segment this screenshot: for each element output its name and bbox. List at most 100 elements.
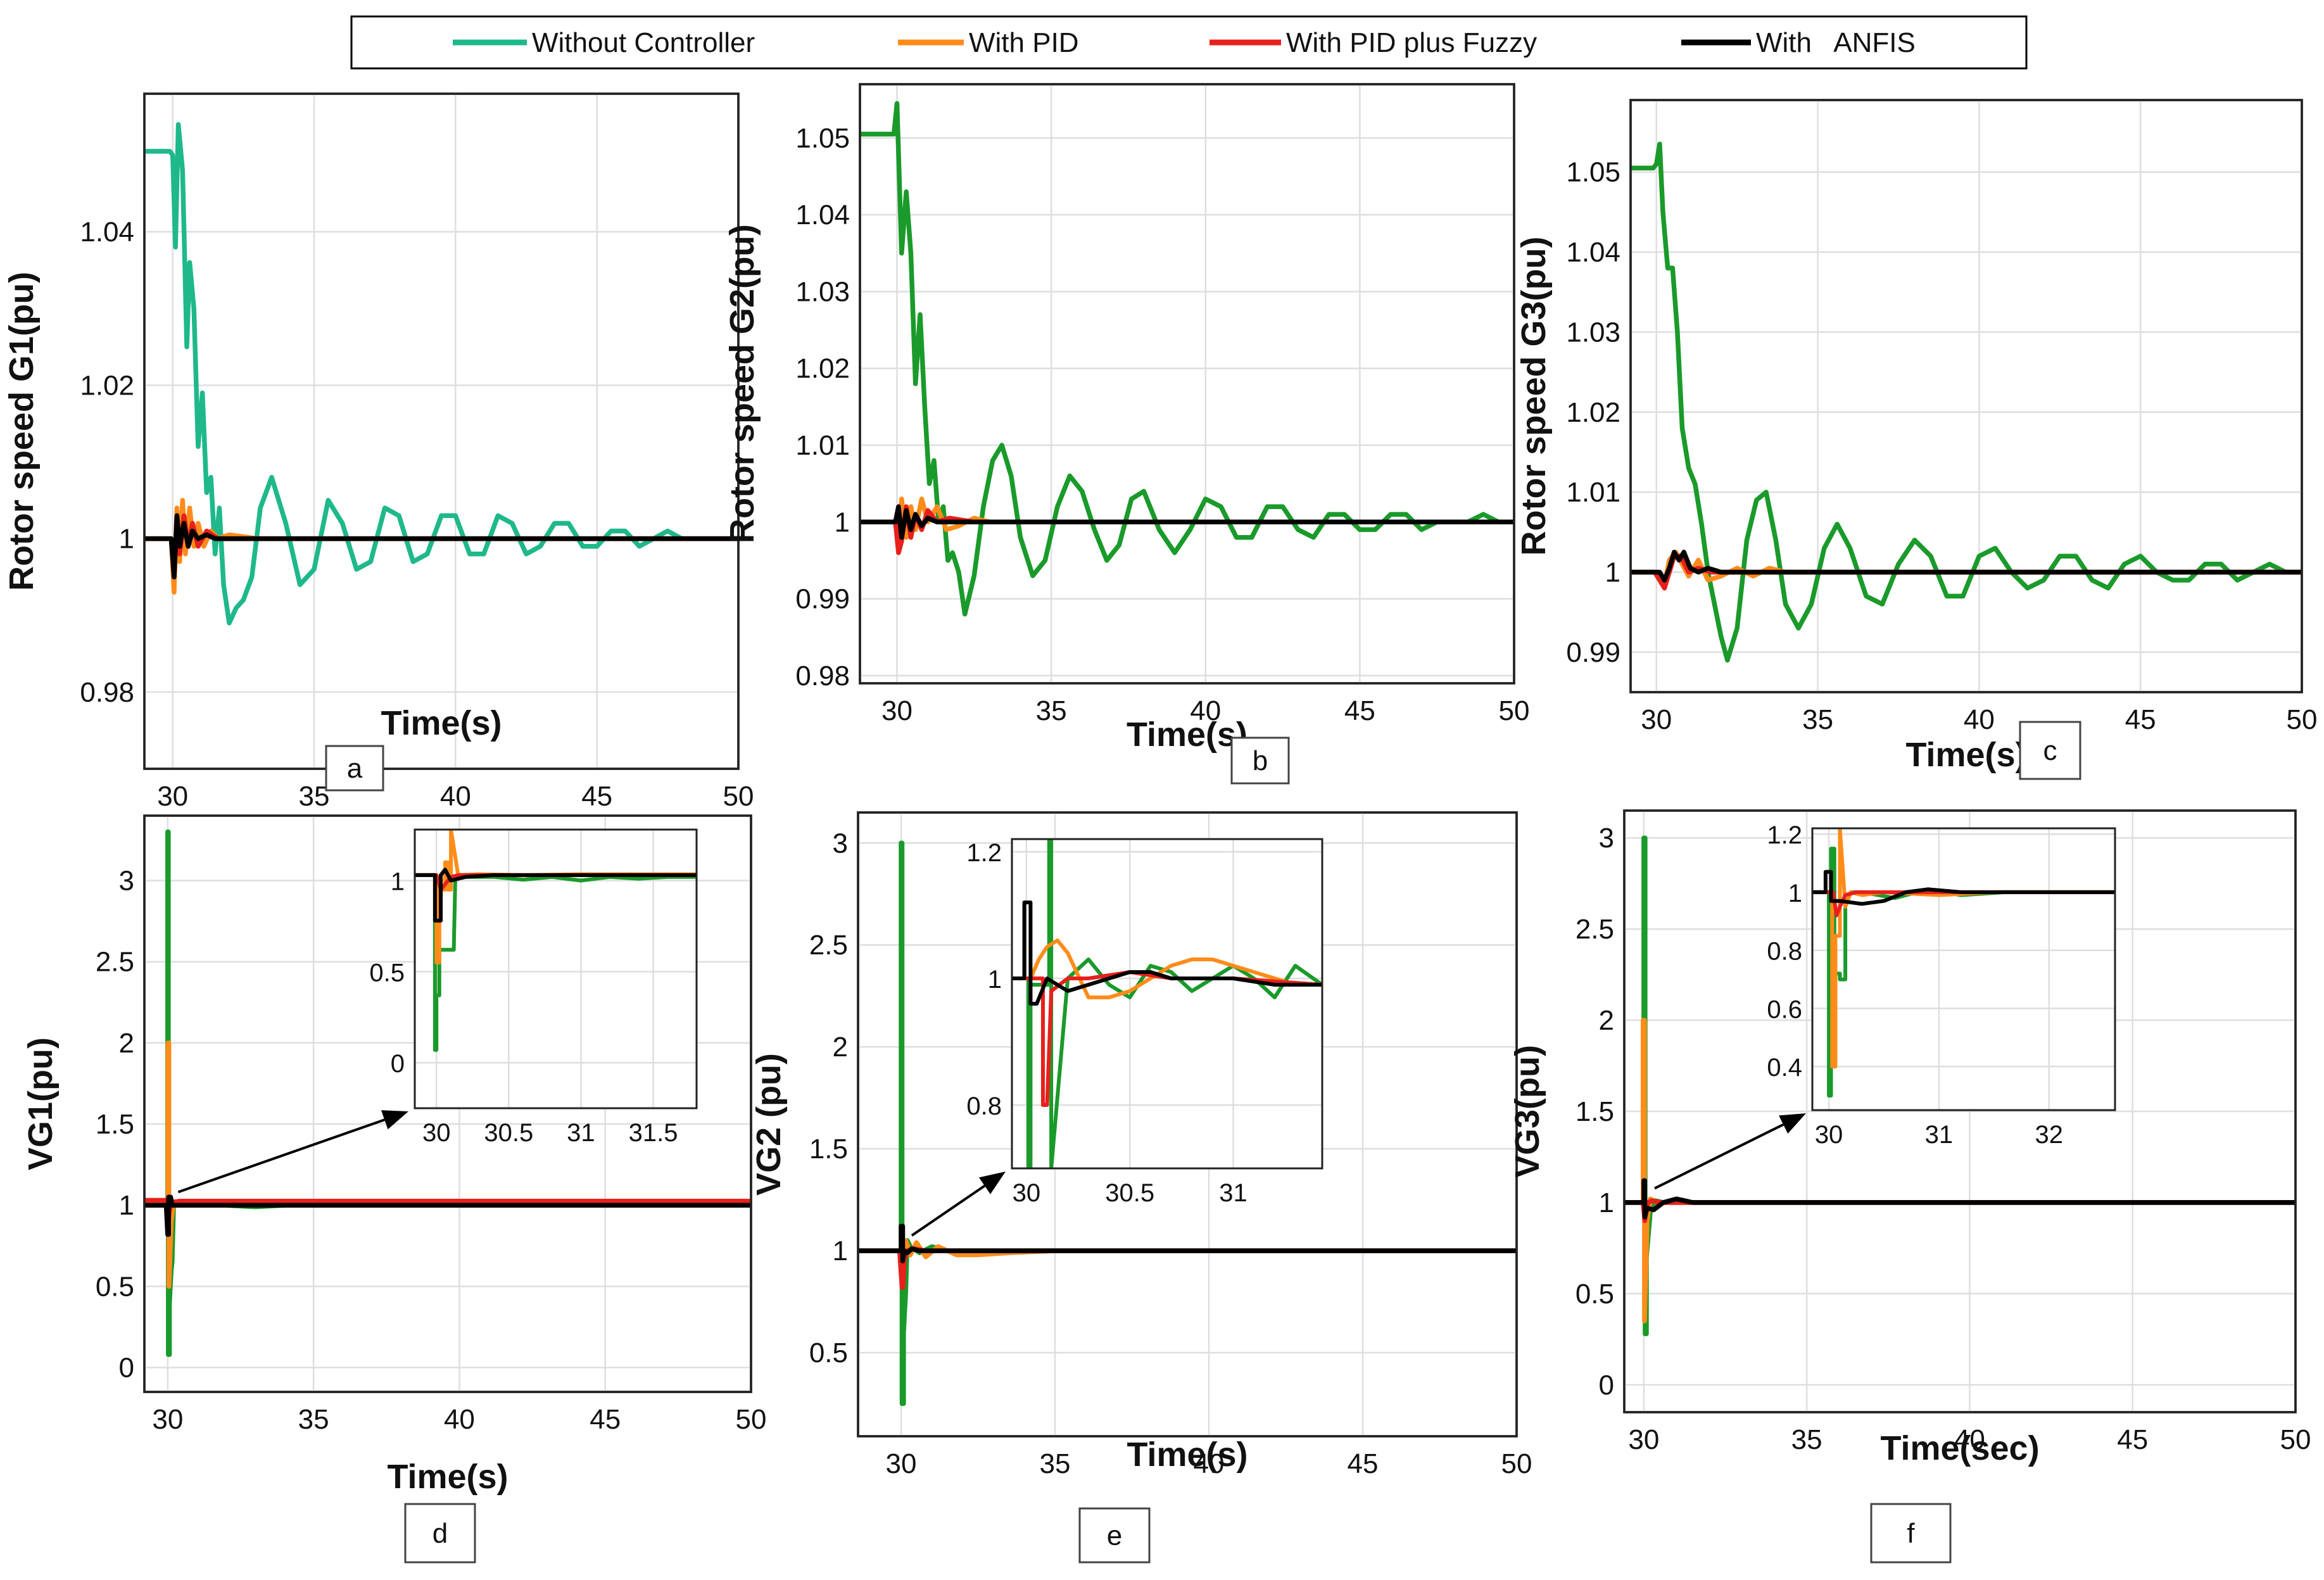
x-tick-label: 40 [444, 1404, 475, 1435]
series-line-with-anfis [1624, 1178, 2296, 1220]
x-tick-label: 35 [1036, 695, 1067, 726]
y-tick-label: 0.99 [795, 584, 850, 615]
panel-f: 30 35 40 45 50 0 0.5 1 1.5 2 2.5 3 Time(sec) VG3(pu) f… [1508, 809, 2311, 1564]
series-line-with-anfis [144, 1194, 751, 1237]
series-group [1624, 835, 2296, 1336]
y-tick-label: 1.01 [1566, 477, 1620, 508]
x-tick-label: 35 [1791, 1424, 1822, 1455]
plot-area [143, 92, 740, 770]
y-tick-label: 2 [1599, 1005, 1614, 1036]
y-axis-label: VG3(pu) [1508, 1045, 1546, 1178]
series-group [860, 101, 1514, 617]
y-axis-label: VG1(pu) [22, 1037, 60, 1170]
y-tick-label: 0.8 [966, 1092, 1002, 1120]
x-tick-label: 30 [886, 1448, 917, 1479]
series-group [1812, 828, 2115, 1098]
inset-area [1811, 827, 2116, 1111]
y-tick-label: 1 [119, 524, 134, 555]
x-axis-label: Time(s) [387, 1458, 508, 1496]
y-tick-label: 0.6 [1767, 995, 1802, 1023]
y-tick-label: 0.98 [795, 660, 850, 692]
y-tick-label: 2.5 [809, 930, 848, 961]
panel-tag-box [1230, 736, 1290, 785]
x-tick-label: 45 [590, 1404, 621, 1435]
legend-label-with-anfis: With ANFIS [1756, 27, 1916, 58]
x-tick-label: 50 [1499, 695, 1530, 726]
y-tick-label: 0.5 [809, 1337, 848, 1368]
x-tick-label: 35 [299, 781, 330, 812]
zoom-arrow [1654, 1123, 1784, 1190]
legend-label-without-controller: Without Controller [532, 27, 755, 58]
series-line-without-controller [415, 873, 697, 1052]
y-tick-label: 3 [1599, 823, 1614, 854]
plot-frame [857, 811, 1518, 1438]
legend-label-with-pid: With PID [969, 27, 1079, 58]
plot-area [859, 83, 1515, 685]
series-line-with-pid [1812, 828, 2115, 1069]
x-axis-label: Time(s) [1127, 1436, 1247, 1474]
x-tick-label: 35 [1040, 1448, 1071, 1479]
zoom-arrow [177, 1118, 385, 1194]
y-tick-label: 0 [1599, 1370, 1614, 1401]
zoom-inset: 30 30.5 31 31.5 0 0.5 1 [369, 828, 698, 1147]
x-axis-label: Time(s) [1127, 716, 1247, 754]
x-tick-label: 40 [1954, 1424, 1985, 1455]
panel-tag-box [325, 745, 384, 792]
panel-tag-label: f [1907, 1518, 1915, 1549]
y-tick-label: 1.04 [1566, 237, 1620, 268]
panel-tag-box [1870, 1503, 1952, 1564]
y-axis-label: VG2 (pu) [750, 1053, 788, 1196]
y-tick-label: 1.04 [795, 199, 850, 231]
x-tick-label: 30 [1013, 1179, 1041, 1207]
x-tick-label: 45 [2117, 1424, 2148, 1455]
panel-d: 30 35 40 45 50 0 0.5 1 1.5 2 2.5 3 Time(s) VG1(pu) d 30… [22, 814, 767, 1564]
y-tick-label: 0.99 [1566, 637, 1620, 668]
series-line-with-anfis [860, 504, 1514, 540]
y-tick-label: 1.02 [80, 370, 134, 401]
y-axis-label: Rotor speed G2(pu) [723, 224, 761, 543]
plot-frame [1629, 99, 2303, 693]
y-tick-label: 3 [833, 828, 848, 859]
y-tick-label: 1.01 [795, 430, 850, 461]
series-line-with-anfis [1812, 869, 2115, 906]
x-tick-label: 40 [1964, 704, 1995, 735]
x-tick-label: 30.5 [484, 1119, 533, 1147]
panel-e: 30 35 40 45 50 0.5 1 1.5 2 2.5 3 Time(s) VG2 (pu) e 30… [750, 811, 1532, 1564]
y-tick-label: 1.05 [1566, 157, 1620, 188]
zoom-inset: 30 30.5 31 0.8 1 1.2 [966, 838, 1323, 1207]
panel-tag-label: a [347, 753, 363, 784]
y-tick-label: 1 [988, 966, 1002, 994]
x-tick-label: 40 [1190, 695, 1221, 726]
x-axis-label: Time(s) [1905, 736, 2026, 774]
plot-frame [1623, 809, 2297, 1413]
panel-tag-label: b [1253, 745, 1268, 776]
series-line-with-anfis [1012, 901, 1322, 1006]
x-tick-label: 50 [2280, 1424, 2311, 1455]
x-tick-label: 31.5 [629, 1119, 678, 1147]
y-tick-label: 1.03 [1566, 317, 1620, 348]
x-tick-label: 50 [736, 1404, 767, 1435]
y-tick-label: 1.05 [795, 123, 850, 154]
y-tick-label: 1.02 [1566, 397, 1620, 428]
x-axis-label: Time(s) [381, 704, 502, 742]
x-tick-label: 31 [567, 1119, 595, 1147]
x-tick-label: 45 [1348, 1448, 1379, 1479]
x-tick-label: 30 [1641, 704, 1672, 735]
legend: Without Controller With PID With PID plu… [350, 15, 2028, 70]
y-tick-label: 0.8 [1767, 938, 1802, 966]
plot-frame [1811, 827, 2116, 1111]
y-tick-label: 1.5 [96, 1109, 134, 1140]
y-tick-label: 1.2 [966, 839, 1002, 867]
panel-tag-label: d [433, 1518, 448, 1549]
series-group [144, 122, 738, 626]
panel-tag-box [404, 1503, 476, 1564]
series-line-with-anfis [415, 868, 697, 923]
zoom-arrow-head [381, 1110, 408, 1130]
x-tick-label: 50 [723, 781, 754, 812]
plot-frame [143, 92, 740, 770]
y-tick-label: 1.04 [80, 217, 134, 248]
plot-frame [143, 814, 752, 1393]
plot-frame [1011, 838, 1323, 1170]
y-tick-label: 0.5 [96, 1271, 134, 1302]
